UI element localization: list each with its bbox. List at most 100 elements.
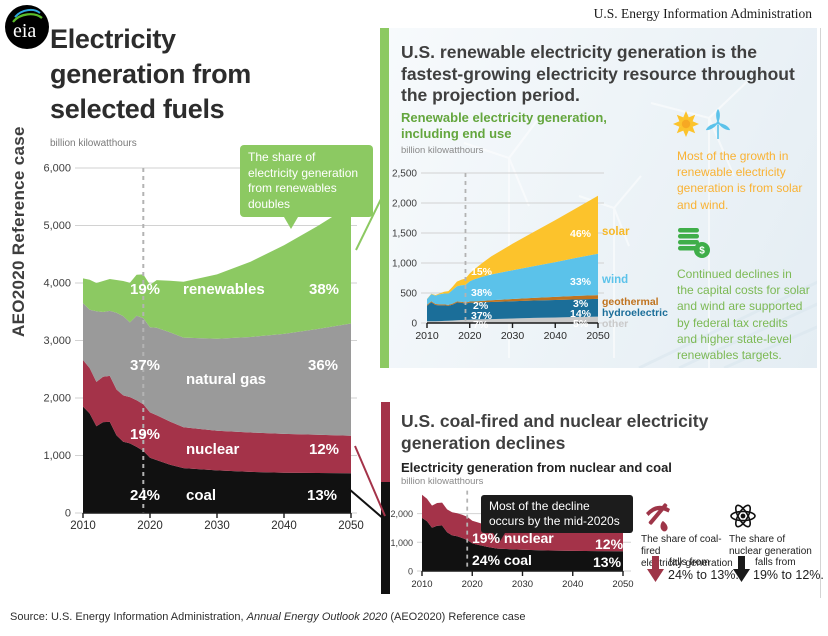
y-tick-label: 4,000	[43, 278, 71, 290]
hydroelectric-end-share: 14%	[570, 308, 592, 320]
solar-wind-growth-note: Most of the growth in renewable electric…	[677, 149, 803, 212]
y-tick-label: 2,000	[43, 393, 71, 405]
renewables-area-label: renewables	[183, 281, 265, 298]
renewables-chart-units: billion kilowatthours	[401, 145, 484, 156]
source-publication: Annual Energy Outlook 2020	[246, 611, 388, 623]
renewables-chart-title: Renewable electricity generation, includ…	[401, 110, 607, 142]
nuclear-end-share: 12%	[309, 441, 340, 458]
y-tick-label: 2,000	[390, 509, 413, 519]
eia-logo: eia	[5, 5, 49, 49]
x-tick-label: 2020	[137, 520, 163, 532]
atom-icon	[730, 504, 756, 528]
decline-callout: Most of the decline occurs by the mid-20…	[481, 495, 633, 543]
solar-end-share: 46%	[570, 228, 592, 240]
x-tick-label: 2020	[462, 579, 483, 590]
cn-nuclear-start-label: 19% nuclear	[472, 530, 554, 546]
page-right-border	[820, 28, 821, 598]
coal-range-text: 24% to 13%.	[668, 568, 739, 582]
geothermal-end-share: 3%	[573, 298, 589, 310]
y-tick-label: 0	[411, 319, 417, 330]
y-tick-label: 3,000	[43, 335, 71, 347]
x-tick-label: 2040	[544, 330, 568, 342]
x-tick-label: 2050	[338, 520, 364, 532]
x-tick-label: 2010	[70, 520, 96, 532]
cn-nuclear-end-label: 12%	[595, 536, 624, 552]
coal-share-note: The share of coal-fired electricity gene…	[641, 534, 733, 570]
y-tick-label: 6,000	[43, 163, 71, 175]
legend-solar: solar	[602, 226, 630, 238]
x-tick-label: 2050	[612, 579, 633, 590]
logo-text: eia	[13, 20, 36, 42]
coal-down-arrow-icon	[647, 556, 664, 582]
edition-vertical-label: AEO2020 Reference case	[9, 126, 28, 337]
area-hydroelectric	[427, 298, 598, 322]
area-geothermal	[427, 295, 598, 306]
y-tick-label: 5,000	[43, 220, 71, 232]
cn-coal-end-label: 13%	[593, 554, 622, 570]
capital-costs-note: Continued declines in the capital costs …	[677, 267, 810, 362]
area-coal	[83, 406, 351, 513]
coal-falls-text: falls from	[669, 557, 710, 568]
x-tick-label: 2010	[411, 579, 432, 590]
area-nuclear	[422, 494, 623, 552]
area-natural-gas	[83, 303, 351, 436]
logo-green-swoosh	[12, 13, 43, 23]
legend-geothermal: geothermal	[602, 296, 659, 308]
coal-end-share: 13%	[307, 487, 338, 504]
source-suffix: (AEO2020) Reference case	[387, 611, 526, 623]
wind-start-share: 38%	[471, 287, 493, 299]
coins-icon: $	[678, 228, 710, 258]
solar-start-share: 15%	[471, 266, 493, 278]
x-tick-label: 2040	[562, 579, 583, 590]
gas-end-share: 36%	[308, 357, 339, 374]
site-brand: U.S. Energy Information Administration	[593, 6, 812, 21]
coal-nuclear-chart-units: billion kilowatthours	[401, 476, 484, 487]
pickaxe-icon	[646, 503, 670, 532]
wind-turbine-background	[463, 77, 817, 368]
y-tick-label: 500	[400, 289, 417, 300]
wind-end-share: 33%	[570, 276, 592, 288]
y-tick-label: 1,000	[390, 538, 413, 548]
area-solar	[427, 195, 598, 300]
nuclear-down-arrow-icon	[733, 556, 750, 582]
area-wind	[427, 253, 598, 305]
gas-start-share: 37%	[130, 357, 161, 374]
y-tick-label: 0	[65, 508, 71, 520]
renewables-panel-title: U.S. renewable electricity generation is…	[401, 42, 795, 106]
x-tick-label: 2010	[415, 330, 439, 342]
svg-text:$: $	[699, 246, 705, 257]
legend-other: other	[602, 318, 629, 330]
coal-start-share: 24%	[130, 487, 161, 504]
panel-accent-bar-nuclear	[381, 402, 390, 482]
main-chart-units: billion kilowatthours	[50, 138, 137, 149]
renewables-end-share: 38%	[309, 281, 340, 298]
nuclear-share-note: The share of nuclear generation	[729, 534, 812, 558]
x-tick-label: 2030	[501, 330, 525, 342]
coal-nuclear-chart-title: Electricity generation from nuclear and …	[401, 460, 672, 475]
y-tick-label: 2,500	[392, 169, 417, 180]
sun-icon	[673, 111, 699, 137]
coal-nuclear-panel-title: U.S. coal-fired and nuclear electricity …	[401, 411, 709, 453]
legend-hydroelectric: hydroelectric	[602, 307, 668, 319]
area-nuclear	[83, 360, 351, 474]
area-renewables	[83, 205, 351, 339]
nuclear-falls-text: falls from	[755, 557, 796, 568]
nuclear-range-text: 19% to 12%.	[753, 568, 824, 582]
y-tick-label: 1,000	[392, 259, 417, 270]
x-tick-label: 2030	[204, 520, 230, 532]
hydroelectric-start-share: 37%	[471, 310, 493, 322]
legend-wind: wind	[602, 274, 629, 286]
nuclear-start-share: 19%	[130, 426, 161, 443]
nuclear-area-label: nuclear	[186, 441, 240, 458]
x-tick-label: 2030	[512, 579, 533, 590]
renewables-start-share: 19%	[130, 281, 161, 298]
x-tick-label: 2040	[271, 520, 297, 532]
cn-coal-start-label: 24% coal	[472, 552, 532, 568]
y-tick-label: 1,000	[43, 450, 71, 462]
y-tick-label: 2,000	[392, 199, 417, 210]
renewables-stacked-area-chart: 0 500 1,000 1,500 2,000 2,500 2010 2020 2030 2040…	[392, 169, 610, 343]
wind-turbine-icon	[705, 109, 731, 139]
y-tick-label: 0	[408, 567, 413, 577]
panel-accent-bar-coal	[381, 482, 390, 594]
